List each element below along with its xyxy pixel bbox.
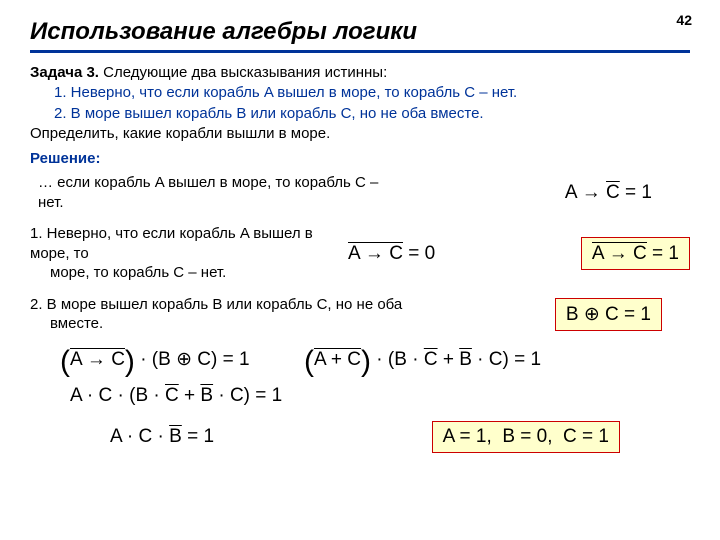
answer-box: A = 1, B = 0, C = 1 [432, 421, 620, 453]
problem-item-1: 1. Неверно, что если корабль A вышел в м… [54, 83, 690, 103]
deriv-right-1: (A + C) · (B · C + B · C) = 1 [304, 348, 541, 371]
step2-box-formula: B ⊕ C = 1 [555, 298, 662, 331]
problem-item-2: 2. В море вышел корабль B или корабль C,… [54, 104, 690, 124]
derivation-block: (A → C) · (B ⊕ C) = 1 (A + C) · (B · C +… [30, 348, 690, 453]
problem-statement: Задача 3. Следующие два высказывания ист… [30, 63, 690, 144]
step1-box-formula: A → C = 1 [581, 237, 690, 270]
solution-label: Решение: [30, 150, 690, 167]
deriv-left-1: (A → C) · (B ⊕ C) = 1 [60, 348, 250, 371]
deriv-left-2: A · C · (B · C + B · C) = 1 [70, 385, 690, 407]
task-label: Задача 3. [30, 64, 99, 81]
step-if-formula: A → C = 1 [565, 182, 652, 204]
step1-mid-formula: A → C = 0 [348, 242, 435, 265]
slide-title: Использование алгебры логики [30, 18, 690, 53]
step1-text: 1. Неверно, что если корабль A вышел в м… [30, 224, 330, 283]
task-intro: Следующие два высказывания истинны: [99, 64, 387, 81]
step-if-text: … если корабль A вышел в море, то корабл… [38, 173, 398, 212]
page-number: 42 [676, 12, 692, 28]
problem-question: Определить, какие корабли вышли в море. [30, 124, 690, 144]
step2-text: 2. В море вышел корабль B или корабль C,… [30, 295, 410, 334]
deriv-left-3: A · C · B = 1 [110, 426, 214, 448]
